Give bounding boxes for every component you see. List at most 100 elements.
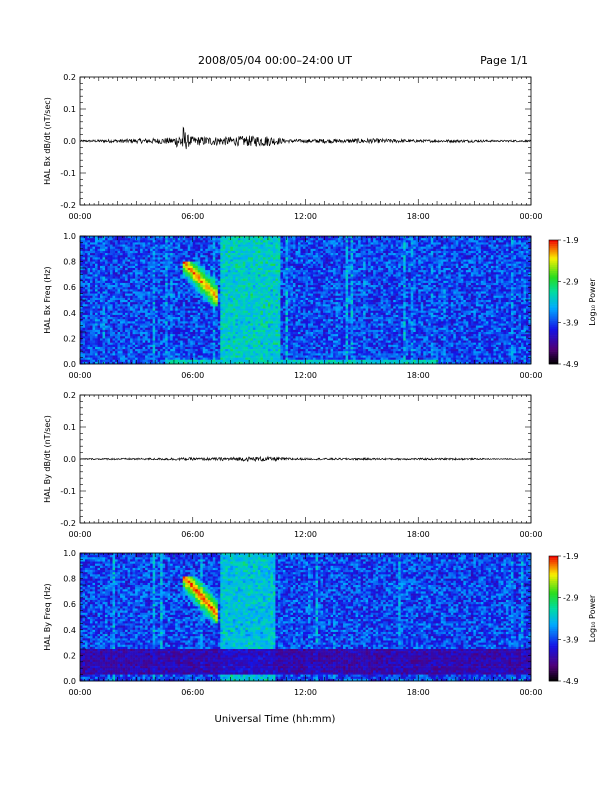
spectrogram-cell [158, 315, 161, 317]
spectrogram-cell [138, 309, 141, 311]
spectrogram-cell [203, 302, 206, 304]
spectrogram-cell [90, 313, 93, 315]
spectrogram-cell [90, 279, 93, 281]
spectrogram-cell [160, 285, 163, 287]
spectrogram-cell [243, 328, 246, 330]
spectrogram-cell [198, 328, 201, 330]
spectrogram-cell [265, 279, 268, 281]
spectrogram-cell [98, 259, 101, 261]
spectrogram-cell [143, 315, 146, 317]
spectrogram-cell [130, 272, 133, 274]
spectrogram-cell [195, 358, 198, 360]
spectrogram-cell [178, 302, 181, 304]
spectrogram-cell [223, 294, 226, 296]
spectrogram-cell [258, 240, 261, 242]
spectrogram-cell [158, 330, 161, 332]
spectrogram-cell [88, 315, 91, 317]
spectrogram-cell [188, 281, 191, 283]
spectrogram-cell [100, 304, 103, 306]
spectrogram-cell [265, 317, 268, 319]
spectrogram-cell [103, 289, 106, 291]
spectrogram-cell [108, 306, 111, 308]
spectrogram-cell [173, 279, 176, 281]
spectrogram-cell [138, 289, 141, 291]
spectrogram-cell [163, 255, 166, 257]
spectrogram-cell [115, 341, 118, 343]
spectrogram-cell [85, 338, 88, 340]
spectrogram-cell [150, 304, 153, 306]
spectrogram-cell [88, 264, 91, 266]
spectrogram-cell [180, 300, 183, 302]
spectrogram-cell [148, 296, 151, 298]
spectrogram-cell [178, 323, 181, 325]
spectrogram-cell [213, 313, 216, 315]
spectrogram-cell [193, 240, 196, 242]
spectrogram-cell [163, 317, 166, 319]
spectrogram-cell [200, 300, 203, 302]
spectrogram-cell [250, 294, 253, 296]
spectrogram-cell [98, 255, 101, 257]
spectrogram-cell [103, 291, 106, 293]
spectrogram-cell [185, 351, 188, 353]
spectrogram-cell [190, 341, 193, 343]
spectrogram-cell [253, 323, 256, 325]
spectrogram-cell [233, 330, 236, 332]
spectrogram-cell [243, 251, 246, 253]
spectrogram-cell [243, 298, 246, 300]
spectrogram-cell [158, 313, 161, 315]
spectrogram-cell [218, 319, 221, 321]
spectrogram-cell [263, 242, 266, 244]
spectrogram-cell [110, 268, 113, 270]
spectrogram-cell [250, 358, 253, 360]
spectrogram-cell [230, 266, 233, 268]
spectrogram-cell [185, 306, 188, 308]
spectrogram-cell [273, 281, 276, 283]
spectrogram-cell [108, 326, 111, 328]
spectrogram-cell [275, 283, 278, 285]
spectrogram-cell [145, 360, 148, 362]
spectrogram-cell [110, 298, 113, 300]
spectrogram-cell [245, 302, 248, 304]
spectrogram-cell [150, 332, 153, 334]
spectrogram-cell [128, 279, 131, 281]
spectrogram-cell [145, 332, 148, 334]
spectrogram-cell [173, 338, 176, 340]
spectrogram-cell [203, 285, 206, 287]
spectrogram-cell [175, 334, 178, 336]
spectrogram-cell [93, 326, 96, 328]
spectrogram-cell [93, 355, 96, 357]
spectrogram-cell [85, 304, 88, 306]
spectrogram-cell [253, 298, 256, 300]
spectrogram-cell [145, 266, 148, 268]
spectrogram-cell [213, 334, 216, 336]
spectrogram-cell [98, 347, 101, 349]
spectrogram-cell [180, 317, 183, 319]
spectrogram-cell [233, 251, 236, 253]
spectrogram-cell [225, 353, 228, 355]
spectrogram-cell [178, 311, 181, 313]
spectrogram-cell [133, 317, 136, 319]
spectrogram-cell [275, 262, 278, 264]
spectrogram-cell [178, 351, 181, 353]
spectrogram-cell [268, 328, 271, 330]
spectrogram-cell [118, 294, 121, 296]
spectrogram-cell [153, 291, 156, 293]
spectrogram-cell [253, 279, 256, 281]
spectrogram-cell [200, 358, 203, 360]
spectrogram-cell [183, 306, 186, 308]
spectrogram-cell [118, 302, 121, 304]
spectrogram-cell [248, 304, 251, 306]
spectrogram-cell [183, 285, 186, 287]
spectrogram-cell [268, 294, 271, 296]
spectrogram-cell [205, 334, 208, 336]
spectrogram-cell [108, 358, 111, 360]
spectrogram-cell [115, 259, 118, 261]
spectrogram-cell [178, 251, 181, 253]
spectrogram-cell [268, 302, 271, 304]
spectrogram-cell [115, 323, 118, 325]
spectrogram-cell [223, 266, 226, 268]
spectrogram-cell [140, 345, 143, 347]
spectrogram-cell [258, 306, 261, 308]
spectrogram-cell [208, 313, 211, 315]
spectrogram-cell [255, 296, 258, 298]
